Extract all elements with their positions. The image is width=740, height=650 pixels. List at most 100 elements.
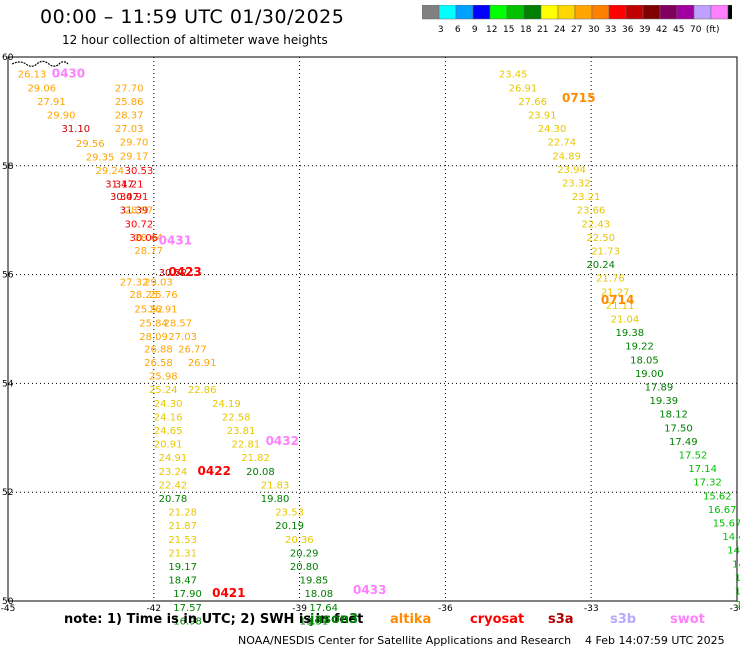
color-scale-label: 21	[537, 25, 548, 35]
wave-height-label: 27.70	[115, 83, 144, 94]
wave-height-label: 23.53	[275, 508, 304, 519]
generation-timestamp: 4 Feb 14:07:59 UTC 2025	[585, 634, 725, 647]
mission-label-cryosat: cryosat	[470, 612, 525, 627]
color-scale-label: 18	[520, 25, 532, 35]
wave-height-label: 23.66	[577, 206, 606, 217]
wave-height-label: 26.91	[509, 83, 538, 94]
color-scale-label: 27	[571, 25, 582, 35]
wave-height-label: 14.8	[732, 559, 740, 570]
wave-height-label: 18.12	[659, 410, 688, 421]
wave-height-label: 17.32	[693, 478, 722, 489]
wave-height-label: 25.84	[139, 318, 168, 329]
wave-height-label: 14.	[735, 573, 740, 584]
wave-height-label: 20.80	[290, 562, 319, 573]
wave-height-label: 20.91	[154, 440, 183, 451]
credit-line: NOAA/NESDIS Center for Satellite Applica…	[238, 634, 572, 647]
wave-height-label: 21.28	[168, 508, 197, 519]
wave-height-label: 23.45	[499, 70, 528, 81]
wave-height-label: 17.90	[173, 589, 202, 600]
wave-height-label: 25.86	[115, 97, 144, 108]
coastline	[11, 60, 69, 67]
wave-height-label: 21.76	[596, 274, 625, 285]
x-tick-label: -30	[730, 604, 740, 614]
pass-time-label: 0431	[159, 234, 192, 248]
wave-height-label: 28.77	[134, 246, 163, 257]
color-scale-label: 3	[438, 25, 444, 35]
wave-height-label: 26.77	[178, 344, 207, 355]
wave-height-label: 21.82	[241, 453, 270, 464]
plot-frame	[7, 56, 738, 602]
wave-height-label: 29.17	[120, 151, 149, 162]
wave-height-label: 24.65	[154, 426, 183, 437]
wave-height-label: 31.10	[61, 124, 90, 135]
color-scale-label: 15	[503, 25, 514, 35]
wave-height-label: 20.29	[290, 548, 319, 559]
wave-height-label: 15.67	[713, 518, 740, 529]
wave-height-label: 30.53	[125, 166, 154, 177]
mission-label-jason3: jason3	[310, 612, 359, 627]
wave-height-label: 17.57	[173, 603, 202, 614]
wave-height-label: 20.19	[275, 521, 304, 532]
wave-height-label: 25.98	[149, 372, 178, 383]
wave-height-label: 27.03	[168, 332, 197, 343]
pass-time-label: 0433	[353, 583, 386, 597]
wave-height-label: 30.47	[110, 192, 139, 203]
wave-height-label: 19.39	[650, 396, 679, 407]
pass-time-label: 0714	[601, 293, 634, 307]
wave-height-label: 23.94	[557, 165, 586, 176]
wave-height-label: 24.19	[212, 399, 241, 410]
wave-height-label: 23.91	[528, 110, 557, 121]
color-scale-label: (ft)	[706, 25, 720, 35]
wave-height-label: 21.11	[606, 301, 635, 312]
mission-label-s3a: s3a	[548, 612, 574, 627]
wave-height-label: 26.88	[144, 344, 173, 355]
wave-height-label: 22.86	[188, 385, 217, 396]
wave-height-label: 29.03	[144, 277, 173, 288]
wave-height-label: 19.22	[625, 342, 654, 353]
wave-height-label: 17.49	[669, 437, 698, 448]
color-scale-label: 24	[554, 25, 566, 35]
color-scale-label: 39	[639, 25, 651, 35]
wave-height-label: 27.66	[518, 97, 547, 108]
color-scale-label: 30	[588, 25, 600, 35]
wave-height-label: 20.36	[285, 535, 314, 546]
wave-height-label: 24.30	[538, 124, 567, 135]
color-scale-label: 70	[690, 25, 702, 35]
wave-height-label: 28.25	[130, 290, 159, 301]
wave-height-label: 28.64	[134, 233, 163, 244]
wave-height-label: 24.16	[154, 412, 183, 423]
wave-height-label: 26.91	[149, 305, 178, 316]
wave-height-label: 14.75	[727, 546, 740, 557]
mission-label-swot: swot	[670, 612, 705, 627]
wave-height-label: 16.98	[173, 616, 202, 627]
pass-time-label: 0423	[168, 265, 201, 279]
wave-height-label: 29.06	[27, 83, 56, 94]
wave-height-label: 17.50	[664, 423, 693, 434]
wave-height-label: 28.57	[164, 318, 193, 329]
wave-height-label: 28.09	[139, 332, 168, 343]
wave-height-label: 31.21	[115, 180, 144, 191]
wave-height-label: 18.47	[168, 576, 197, 587]
wave-height-label: 22.58	[222, 412, 251, 423]
wave-height-label: 24.30	[154, 399, 183, 410]
chart-title: 00:00 – 11:59 UTC 01/30/2025	[40, 6, 345, 28]
wave-height-label: 31.47	[105, 180, 134, 191]
wave-height-label: 26.58	[144, 358, 173, 369]
wave-height-label: 29.70	[120, 138, 149, 149]
wave-height-label: 19.85	[300, 576, 329, 587]
color-scale-label: 42	[656, 25, 667, 35]
wave-height-label: 22.43	[581, 219, 610, 230]
color-scale-label: 33	[605, 25, 616, 35]
wave-height-label: 25.24	[149, 385, 178, 396]
wave-height-label: 17.64	[309, 603, 338, 614]
y-tick-label: 50	[2, 597, 14, 607]
wave-height-label: 21.73	[591, 246, 620, 257]
x-tick-label: -36	[438, 604, 453, 614]
wave-height-label: 14.42	[722, 532, 740, 543]
wave-height-label: 20.78	[159, 494, 188, 505]
wave-height-label: 18.05	[630, 355, 659, 366]
wave-height-label: 30.72	[125, 219, 154, 230]
wave-height-label: 27.32	[120, 277, 149, 288]
color-scale-label: 6	[455, 25, 461, 35]
wave-height-label: 23.32	[562, 178, 591, 189]
